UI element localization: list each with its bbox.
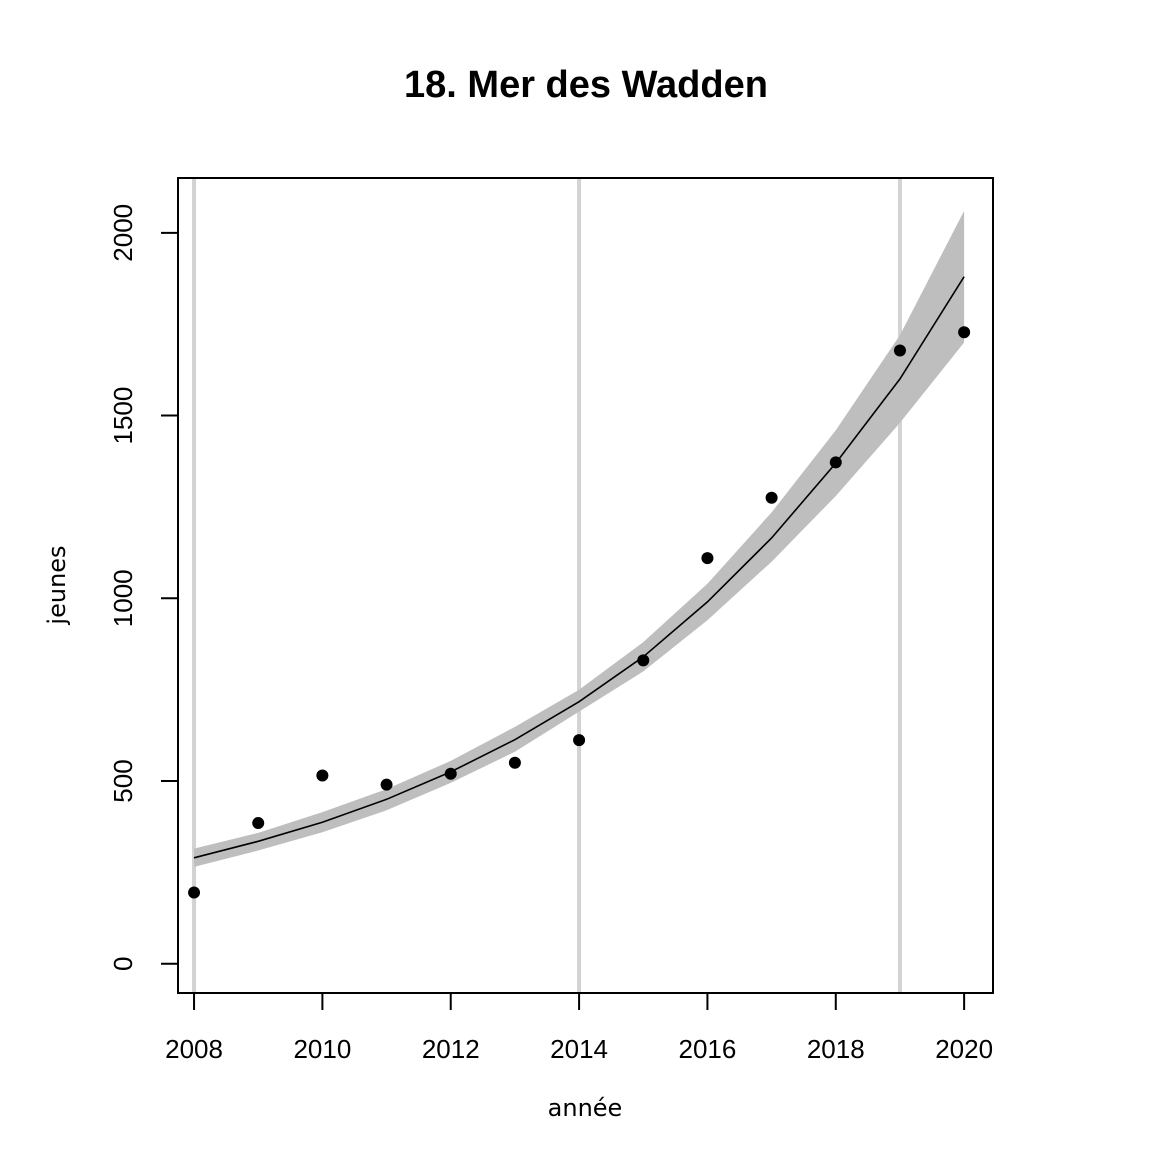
data-point-2010	[316, 769, 329, 782]
data-point-2009	[252, 817, 265, 830]
x-tick-label-2020: 2020	[935, 1034, 993, 1064]
plot-area: 2008 2010 2012 2014 2016 2018 2020 0 500 1000 1500…	[108, 177, 994, 1064]
data-point-2013	[508, 756, 521, 769]
y-tick-label-1500: 1500	[108, 387, 138, 445]
x-tick-label-2008: 2008	[165, 1034, 223, 1064]
data-point-2008	[188, 886, 201, 899]
x-tick-label-2012: 2012	[422, 1034, 480, 1064]
data-point-2014	[573, 734, 586, 747]
data-point-2016	[701, 552, 714, 565]
data-point-2019	[893, 344, 906, 357]
chart-title: 18. Mer des Wadden	[404, 64, 768, 106]
data-point-2015	[637, 654, 650, 667]
data-point-2011	[380, 778, 393, 791]
y-tick-label-2000: 2000	[108, 204, 138, 262]
data-point-2017	[765, 491, 778, 504]
x-tick-label-2014: 2014	[550, 1034, 608, 1064]
y-tick-label-1000: 1000	[108, 569, 138, 627]
y-tick-label-0: 0	[108, 957, 138, 971]
x-tick-label-2018: 2018	[807, 1034, 865, 1064]
data-point-2018	[829, 456, 842, 469]
data-point-2020	[958, 326, 971, 339]
x-tick-label-2016: 2016	[679, 1034, 737, 1064]
data-point-2012	[444, 767, 457, 780]
y-tick-label-500: 500	[108, 759, 138, 802]
y-axis-label: jeunes	[43, 545, 71, 625]
x-tick-label-2010: 2010	[293, 1034, 351, 1064]
plot-frame	[177, 177, 994, 994]
x-axis-label: année	[548, 1094, 623, 1122]
